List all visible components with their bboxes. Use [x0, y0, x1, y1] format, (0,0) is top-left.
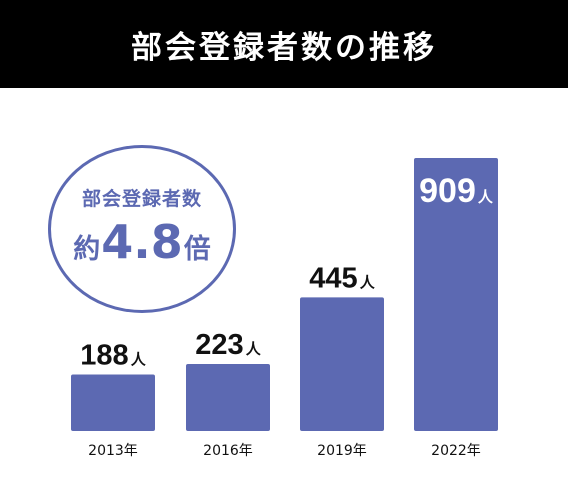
chart-title: 部会登録者数の推移 — [131, 29, 437, 66]
chart-title-banner: 部会登録者数の推移 — [0, 0, 568, 88]
bar-value-label-1: 223 人 — [195, 329, 261, 361]
bar-3 — [414, 158, 498, 431]
category-label-3: 2022年 — [431, 443, 481, 459]
bar-0 — [71, 374, 155, 431]
category-label-0: 2013年 — [88, 443, 138, 459]
badge-label: 部会登録者数 — [81, 187, 202, 210]
badge-ratio: 約 4.8 倍 — [73, 215, 211, 269]
category-label-1: 2016年 — [203, 443, 253, 459]
bar-2 — [300, 297, 384, 431]
bar-1 — [186, 364, 270, 431]
badge-value: 4.8 — [101, 214, 183, 269]
bar-value-label-3: 909 人 — [419, 172, 494, 210]
growth-badge: 部会登録者数 約 4.8 倍 — [48, 145, 236, 313]
badge-prefix: 約 — [73, 233, 101, 265]
badge-suffix: 倍 — [183, 233, 211, 265]
bar-value-label-0: 188 人 — [80, 340, 146, 372]
bar-value-label-2: 445 人 — [309, 262, 375, 294]
category-label-2: 2019年 — [317, 443, 367, 459]
